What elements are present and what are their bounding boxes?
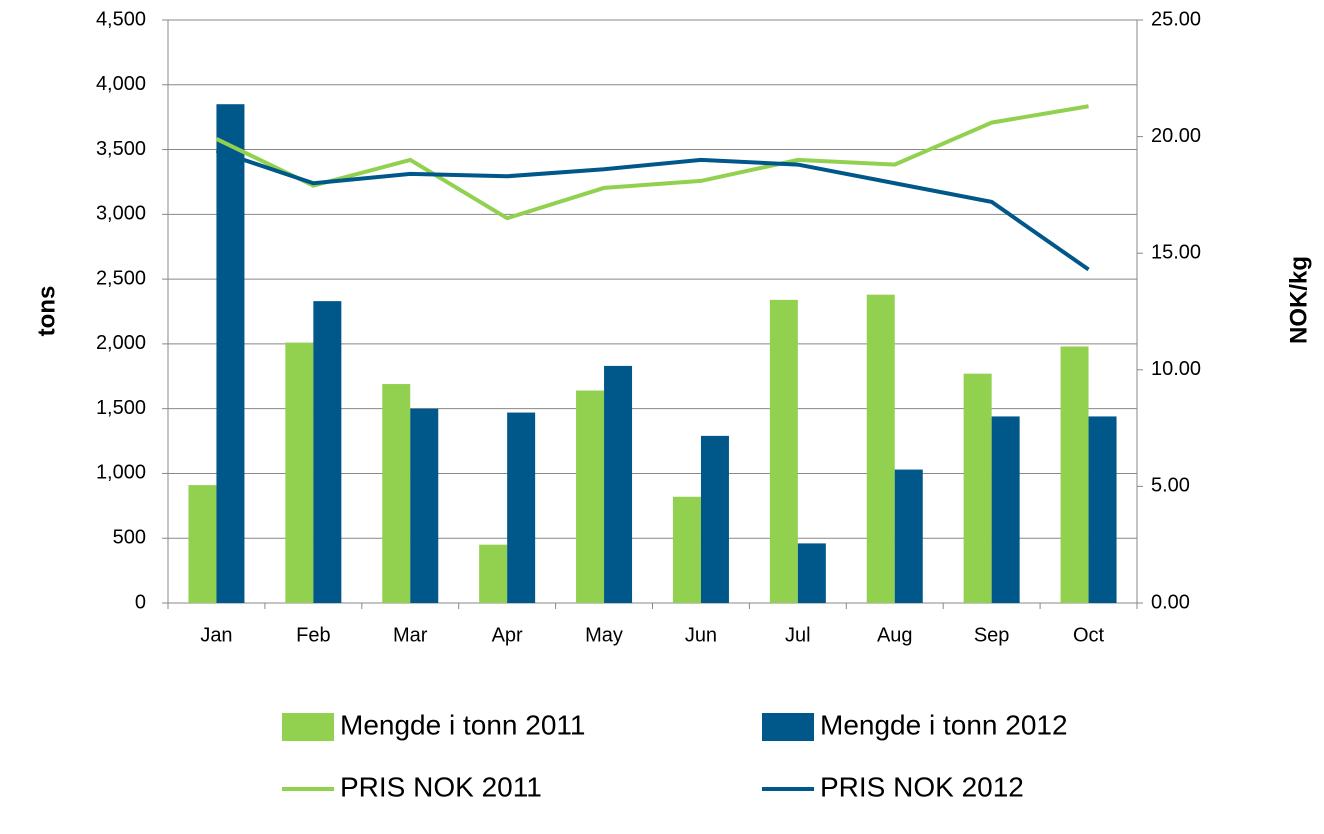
x-tick-label: Jun [685, 624, 717, 646]
bar [479, 544, 508, 603]
y-tick-label: 3,500 [96, 138, 146, 160]
bar [991, 416, 1020, 603]
legend-label: PRIS NOK 2012 [820, 771, 1024, 802]
y2-axis-label: NOK/kg [1285, 256, 1312, 344]
x-tick-label: Sep [974, 624, 1010, 646]
bar [1060, 346, 1089, 603]
bar [188, 485, 217, 603]
bar [700, 435, 729, 603]
y2-tick-label: 10.00 [1151, 358, 1201, 380]
x-tick-label: Oct [1073, 624, 1105, 646]
line [215, 148, 1090, 272]
y2-tick-label: 25.00 [1151, 8, 1201, 30]
bar [797, 543, 826, 603]
y-tick-label: 4,500 [96, 8, 146, 30]
legend-swatch [282, 713, 334, 741]
x-tick-label: Mar [393, 624, 428, 646]
bar [216, 104, 245, 603]
legend-label: Mengde i tonn 2011 [340, 709, 585, 740]
bar [410, 408, 439, 603]
y-tick-label: 500 [113, 527, 146, 549]
bar [769, 299, 798, 603]
bar [1088, 416, 1117, 603]
y2-tick-label: 0.00 [1151, 591, 1190, 613]
y-tick-label: 2,000 [96, 332, 146, 354]
y-tick-label: 3,000 [96, 203, 146, 225]
y2-tick-label: 20.00 [1151, 125, 1201, 147]
x-tick-label: Apr [492, 624, 523, 646]
y-tick-label: 2,500 [96, 267, 146, 289]
bar [894, 469, 923, 603]
legend-label: PRIS NOK 2011 [340, 771, 542, 802]
bar [576, 390, 605, 603]
x-tick-label: Jul [785, 624, 811, 646]
x-tick-label: Aug [877, 624, 913, 646]
bar [672, 496, 701, 603]
bar [382, 384, 411, 603]
x-tick-label: Feb [296, 624, 330, 646]
y2-tick-label: 5.00 [1151, 475, 1190, 497]
legend-swatch [762, 713, 814, 741]
bar [963, 373, 992, 603]
x-tick-label: Jan [200, 624, 232, 646]
bar [507, 412, 536, 603]
y-tick-label: 4,000 [96, 73, 146, 95]
bar [313, 301, 342, 603]
y-tick-label: 0 [135, 591, 146, 613]
legend-label: Mengde i tonn 2012 [820, 709, 1068, 740]
y-axis-label: tons [33, 286, 60, 337]
line [215, 104, 1089, 221]
bar [604, 365, 633, 603]
y-tick-label: 1,000 [96, 462, 146, 484]
bar [866, 294, 895, 603]
y-tick-label: 1,500 [96, 397, 146, 419]
x-tick-label: May [585, 624, 623, 646]
y2-tick-label: 15.00 [1151, 241, 1201, 263]
bar [285, 342, 314, 603]
